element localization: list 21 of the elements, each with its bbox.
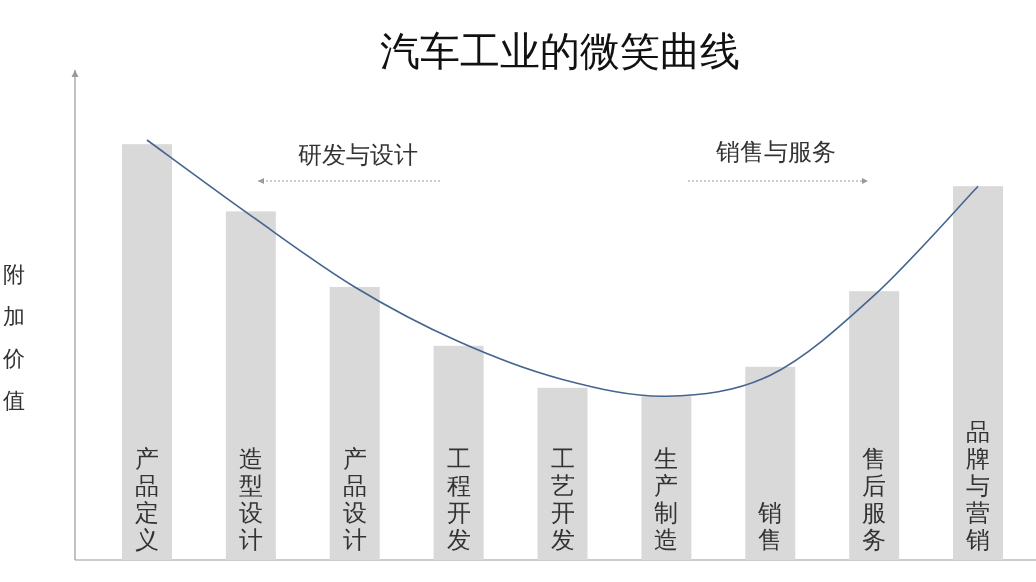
x-tick-label: 品牌与营销 bbox=[965, 418, 991, 554]
x-tick-label: 产品定义 bbox=[134, 445, 159, 554]
y-axis-title: 附加价值 bbox=[2, 262, 25, 413]
chart-title: 汽车工业的微笑曲线 bbox=[380, 28, 740, 74]
x-tick-label: 售后服务 bbox=[862, 445, 887, 554]
bar bbox=[329, 287, 380, 560]
x-tick-label: 生产制造 bbox=[654, 445, 679, 554]
bar bbox=[953, 186, 1004, 560]
bar bbox=[225, 211, 276, 560]
bar bbox=[121, 144, 172, 560]
annotation: 销售与服务 bbox=[715, 138, 836, 166]
bar bbox=[849, 291, 900, 560]
x-tick-label: 造型设计 bbox=[238, 445, 263, 554]
annotation: 研发与设计 bbox=[298, 141, 418, 169]
bar bbox=[433, 345, 484, 560]
x-tick-label: 产品设计 bbox=[342, 445, 367, 554]
bar bbox=[745, 366, 796, 560]
x-tick-label: 销售 bbox=[757, 499, 783, 554]
x-tick-label: 工艺开发 bbox=[550, 445, 575, 554]
x-tick-label: 工程开发 bbox=[446, 445, 471, 554]
bar bbox=[537, 387, 588, 560]
